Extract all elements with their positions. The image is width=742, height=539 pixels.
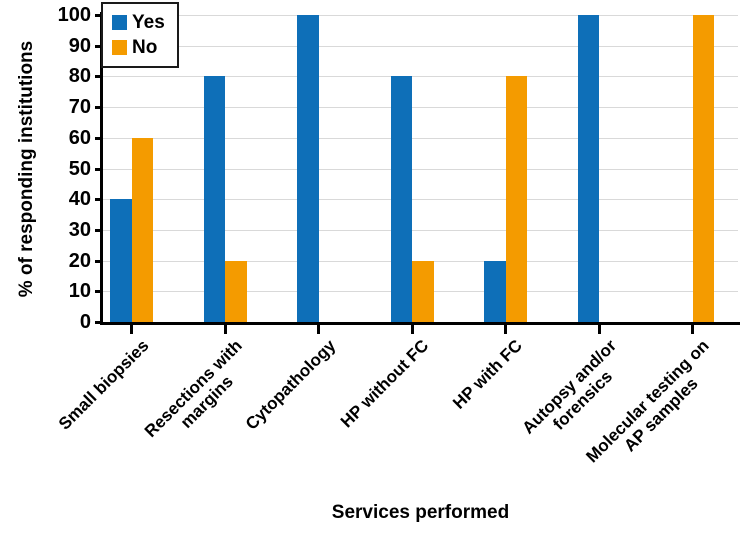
x-axis-tick (317, 325, 321, 334)
y-tick-label: 0 (79, 311, 91, 333)
x-category-label: Small biopsies (54, 336, 153, 434)
x-axis-spine (100, 322, 740, 325)
y-tick-label: 40 (68, 188, 91, 211)
bar-yes (110, 199, 132, 322)
legend-entry-no: No (112, 35, 165, 60)
bar-yes (203, 76, 226, 322)
y-tick-label: 80 (68, 65, 91, 88)
gridline (103, 137, 738, 139)
y-axis-tick (95, 228, 103, 232)
x-axis-tick (223, 325, 227, 334)
legend-label-no: No (132, 37, 158, 58)
y-tick-label: 10 (68, 280, 91, 303)
x-category-label: Cytopathology (241, 336, 340, 434)
legend-entry-yes: Yes (112, 10, 165, 35)
x-category-label: Resections with margins (140, 336, 246, 441)
y-axis-tick (95, 106, 103, 110)
legend-swatch-no (112, 40, 127, 55)
bar-yes (390, 76, 413, 322)
gridline (103, 199, 738, 201)
bar-no (225, 260, 247, 322)
gridline (103, 168, 738, 170)
y-axis-tick (95, 75, 103, 79)
x-axis-tick (410, 325, 414, 334)
y-tick-label: 60 (68, 126, 91, 149)
x-axis-tick (691, 325, 695, 334)
x-axis-tick (130, 325, 134, 334)
bar-yes (484, 260, 506, 322)
bar-no (692, 15, 715, 322)
legend-label-yes: Yes (132, 12, 165, 33)
y-axis-tick (95, 198, 103, 202)
x-axis-tick (597, 325, 601, 334)
y-tick-label: 30 (68, 218, 91, 241)
y-axis-tick (95, 44, 103, 48)
x-axis-tick (504, 325, 508, 334)
x-category-label: HP without FC (337, 336, 433, 432)
y-tick-label: 20 (68, 249, 91, 272)
y-axis-tick (95, 321, 103, 324)
y-tick-label: 90 (68, 34, 91, 57)
gridline (103, 45, 738, 47)
gridline (103, 76, 738, 78)
legend: Yes No (101, 2, 179, 68)
bar-no (505, 76, 528, 322)
y-axis-tick (95, 136, 103, 140)
x-category-label: HP with FC (449, 336, 527, 413)
y-tick-label: 100 (57, 4, 91, 26)
bar-no (412, 260, 434, 322)
x-axis-title: Services performed (331, 502, 510, 523)
y-axis-tick (95, 259, 103, 263)
y-axis-title: % of responding institutions (16, 40, 37, 298)
y-axis-tick (95, 167, 103, 171)
gridline (103, 229, 738, 231)
y-tick-label: 50 (68, 157, 91, 180)
y-axis-tick (95, 14, 103, 17)
bar-no (131, 137, 154, 322)
gridline (103, 15, 738, 16)
gridline (103, 107, 738, 109)
legend-swatch-yes (112, 15, 127, 30)
bar-yes (297, 15, 319, 322)
bar-yes (577, 15, 600, 322)
y-tick-label: 70 (68, 96, 91, 119)
y-axis-tick (95, 290, 103, 294)
